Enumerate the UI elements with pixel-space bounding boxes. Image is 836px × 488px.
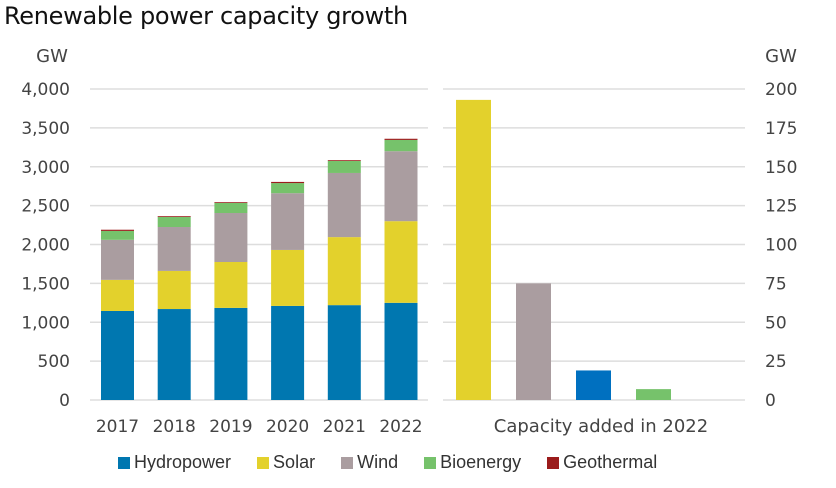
y-tick-label: 4,000 bbox=[21, 80, 70, 100]
bar-segment-geothermal bbox=[384, 138, 418, 140]
right-y-axis: 0 25 50 75 100 125 150 175 200 bbox=[765, 80, 797, 411]
bar-segment-geothermal bbox=[271, 181, 305, 184]
legend-swatch bbox=[424, 456, 437, 469]
y-tick-label: 75 bbox=[765, 274, 787, 294]
bar-segment-solar bbox=[214, 261, 248, 308]
chart-title: Renewable power capacity growth bbox=[4, 2, 408, 30]
x-tick-label: 2021 bbox=[323, 417, 366, 437]
y-tick-label: 500 bbox=[38, 352, 70, 372]
y-tick-label: 50 bbox=[765, 313, 787, 333]
legend-label: Wind bbox=[357, 452, 399, 472]
bar-segment-hydropower bbox=[214, 307, 248, 400]
y-tick-label: 3,500 bbox=[21, 119, 70, 139]
y-tick-label: 100 bbox=[765, 236, 797, 256]
y-tick-label: 150 bbox=[765, 158, 797, 178]
legend-swatch bbox=[118, 456, 130, 469]
y-tick-label: 175 bbox=[765, 119, 797, 139]
bar-segment-solar bbox=[101, 279, 134, 311]
legend-item-hydropower: Hydropower bbox=[118, 452, 231, 473]
legend-label: Hydropower bbox=[134, 452, 232, 472]
left-y-axis-label: GW bbox=[36, 46, 68, 67]
y-tick-label: 0 bbox=[59, 391, 70, 411]
legend-item-solar: Solar bbox=[257, 452, 315, 473]
right-x-axis-label: Capacity added in 2022 bbox=[494, 416, 708, 437]
bar-segment-wind bbox=[384, 151, 418, 222]
x-tick-label: 2022 bbox=[379, 417, 422, 437]
legend: Hydropower Solar Wind Bioenergy Geotherm… bbox=[118, 452, 657, 473]
legend-item-bioenergy: Bioenergy bbox=[424, 452, 521, 473]
legend-item-wind: Wind bbox=[341, 452, 398, 473]
bar-segment-bioenergy bbox=[214, 202, 248, 214]
bar-segment-solar bbox=[327, 237, 361, 306]
y-tick-label: 1,500 bbox=[21, 274, 70, 294]
x-tick-label: 2017 bbox=[96, 417, 139, 437]
bar-segment-bioenergy bbox=[157, 216, 191, 228]
bar-segment-hydropower bbox=[327, 305, 361, 400]
bar-segment-wind bbox=[214, 213, 248, 262]
x-tick-label: 2018 bbox=[153, 417, 196, 437]
bar-segment-bioenergy bbox=[384, 139, 418, 152]
chart-canvas: 05001,0001,5002,0002,5003,0003,5004,000 … bbox=[21, 46, 797, 437]
legend-label: Geothermal bbox=[563, 452, 658, 472]
y-tick-label: 2,500 bbox=[21, 197, 70, 217]
y-tick-label: 3,000 bbox=[21, 158, 70, 178]
stacked-bars bbox=[101, 138, 418, 400]
bar-added-wind bbox=[516, 283, 551, 400]
legend-swatch bbox=[257, 456, 270, 469]
bar-segment-wind bbox=[271, 193, 305, 250]
bar-segment-wind bbox=[101, 239, 134, 280]
bar-segment-solar bbox=[157, 270, 191, 310]
x-tick-label: 2019 bbox=[209, 417, 252, 437]
bar-segment-geothermal bbox=[214, 202, 248, 203]
bar-segment-hydropower bbox=[271, 305, 305, 400]
legend-label: Solar bbox=[273, 452, 316, 472]
y-tick-label: 125 bbox=[765, 197, 797, 217]
bar-segment-geothermal bbox=[327, 160, 361, 161]
added-bars bbox=[456, 99, 671, 400]
legend-swatch bbox=[341, 456, 354, 469]
y-tick-label: 2,000 bbox=[21, 236, 70, 256]
bar-added-hydropower bbox=[576, 370, 611, 400]
bar-segment-wind bbox=[157, 227, 191, 271]
left-y-axis: 0 500 1,000 1,500 2,000 2,500 3,000 3,500 4,000 bbox=[21, 80, 70, 411]
legend-swatch bbox=[547, 456, 560, 469]
legend-label: Bioenergy bbox=[440, 452, 522, 472]
y-tick-label: 25 bbox=[765, 352, 787, 372]
bar-segment-geothermal bbox=[101, 229, 134, 231]
bar-segment-bioenergy bbox=[271, 183, 305, 194]
bar-segment-hydropower bbox=[157, 309, 191, 400]
bar-segment-bioenergy bbox=[327, 160, 361, 173]
y-tick-label: 1,000 bbox=[21, 313, 70, 333]
bar-segment-wind bbox=[327, 172, 361, 238]
y-tick-label: 200 bbox=[765, 80, 797, 100]
bar-segment-geothermal bbox=[157, 216, 191, 217]
bar-segment-hydropower bbox=[384, 302, 418, 400]
legend-item-geothermal: Geothermal bbox=[547, 452, 657, 473]
bar-added-solar bbox=[456, 99, 491, 400]
y-tick-label: 0 bbox=[765, 391, 776, 411]
bar-segment-solar bbox=[271, 249, 305, 306]
left-gridlines bbox=[90, 88, 428, 401]
x-tick-label: 2020 bbox=[266, 417, 309, 437]
x-axis-years: 2017 2018 2019 2020 2021 2022 bbox=[96, 417, 423, 437]
bar-segment-solar bbox=[384, 221, 418, 303]
bar-segment-bioenergy bbox=[101, 230, 134, 240]
right-y-axis-label: GW bbox=[765, 46, 797, 67]
bar-added-bioenergy bbox=[636, 389, 671, 400]
bar-segment-hydropower bbox=[101, 310, 134, 400]
